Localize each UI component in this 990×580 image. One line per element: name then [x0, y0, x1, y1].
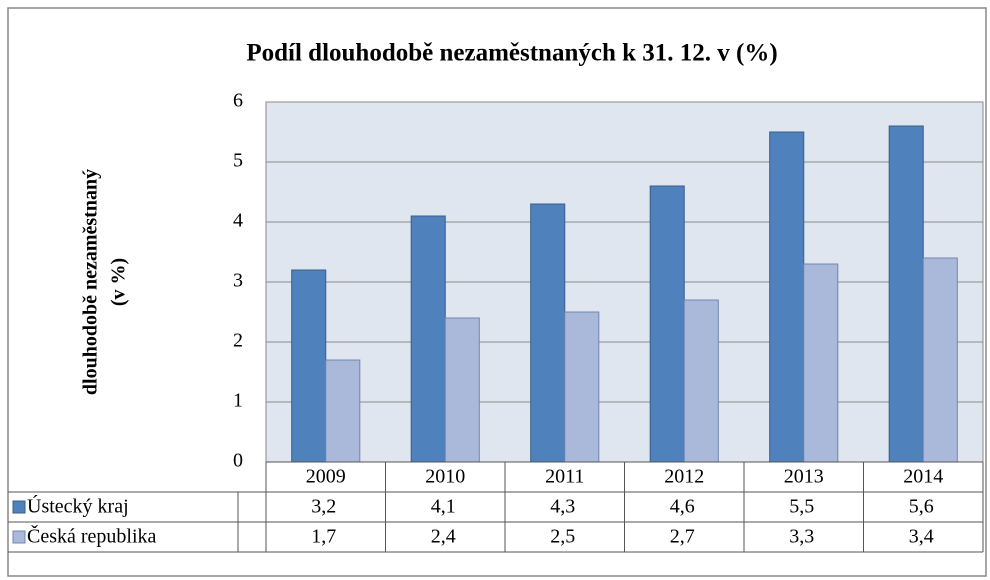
bar	[410, 215, 446, 463]
x-tick-label: 2012	[664, 466, 704, 488]
y-tick-label: 0	[233, 450, 243, 472]
x-tick-label: 2009	[306, 466, 346, 488]
y-tick-label: 1	[233, 390, 243, 412]
data-table-value: 4,3	[550, 496, 575, 518]
data-table-value: 5,5	[789, 496, 814, 518]
y-tick-label: 2	[233, 330, 243, 352]
y-tick-label: 4	[233, 210, 243, 232]
y-tick-label: 3	[233, 270, 243, 292]
bar	[649, 185, 685, 463]
bar	[888, 125, 924, 463]
data-table-value: 2,4	[431, 526, 456, 548]
data-table-value: 1,7	[311, 526, 336, 548]
x-tick-label: 2011	[545, 466, 584, 488]
y-axis-label: (v %)	[108, 258, 130, 306]
legend-label: Ústecký kraj	[27, 494, 129, 518]
chart-title: Podíl dlouhodobě nezaměstnaných k 31. 12…	[246, 40, 777, 67]
bar	[291, 269, 327, 463]
data-table-value: 4,6	[670, 496, 695, 518]
data-table-value: 2,5	[550, 526, 575, 548]
y-axis-label: dlouhodobě nezaměstnaný	[80, 169, 102, 395]
bar	[922, 257, 958, 463]
data-table-value: 3,2	[311, 496, 336, 518]
data-table-value: 2,7	[670, 526, 695, 548]
legend-label: Česká republika	[27, 524, 157, 548]
data-table-value: 3,4	[909, 526, 934, 548]
bar	[530, 203, 566, 463]
legend-key	[12, 530, 26, 544]
y-tick-label: 6	[233, 90, 243, 112]
data-table-value: 4,1	[431, 496, 456, 518]
bar	[564, 311, 600, 463]
data-table-value: 3,3	[789, 526, 814, 548]
legend-key	[12, 500, 26, 514]
bar	[769, 131, 805, 463]
bar	[683, 299, 719, 463]
bar	[803, 263, 839, 463]
x-tick-label: 2014	[903, 466, 943, 488]
x-tick-label: 2010	[425, 466, 465, 488]
y-tick-label: 5	[233, 150, 243, 172]
bar	[325, 359, 361, 463]
bar	[444, 317, 480, 463]
data-table-value: 5,6	[909, 496, 934, 518]
x-tick-label: 2013	[784, 466, 824, 488]
